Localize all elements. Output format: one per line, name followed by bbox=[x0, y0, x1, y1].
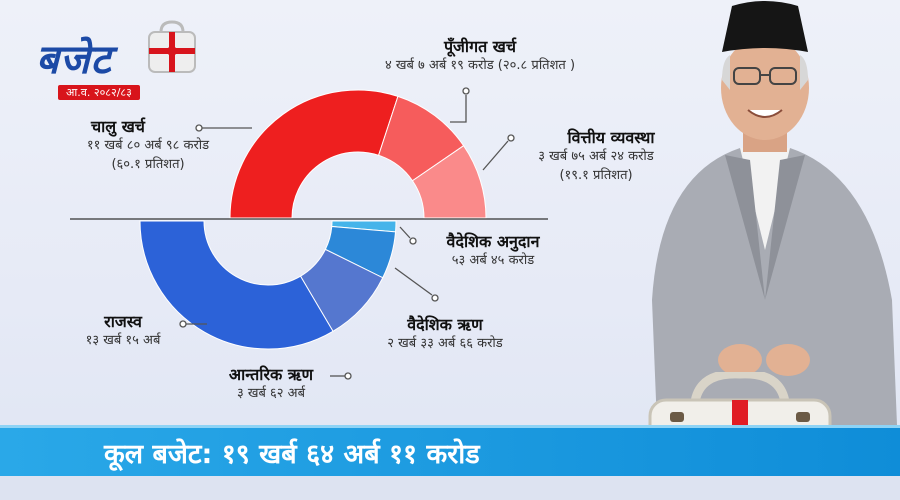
leader-dot-grant bbox=[409, 237, 417, 245]
leader-dot-financing bbox=[507, 134, 515, 142]
slice-revenue bbox=[139, 220, 334, 350]
slice-financing bbox=[411, 145, 487, 219]
label-current-expenditure: चालु खर्च ११ खर्ब ८० अर्ब ९८ करोड (६०.१ … bbox=[48, 117, 248, 174]
leader-line-financing bbox=[482, 140, 509, 171]
leader-dot-foreign-loan bbox=[431, 294, 439, 302]
logo-fiscal-year: आ.व. २०८२/८३ bbox=[58, 85, 140, 100]
label-internal-loan-title: आन्तरिक ऋण bbox=[228, 365, 314, 384]
label-current-percent: (६०.१ प्रतिशत) bbox=[111, 157, 185, 172]
label-current-title: चालु खर्च bbox=[91, 117, 145, 136]
slice-current-expenditure bbox=[229, 89, 399, 219]
footer-strip bbox=[0, 473, 900, 500]
budget-logo: बजेट आ.व. २०८२/८३ bbox=[36, 30, 140, 100]
leader-dot-internal-loan bbox=[344, 372, 352, 380]
leader-line-foreign-loan bbox=[394, 267, 433, 296]
leader-dot-current bbox=[195, 124, 203, 132]
label-financing: वित्तीय व्यवस्था ३ खर्ब ७५ अर्ब २४ करोड … bbox=[496, 128, 696, 185]
label-grant-value: ५३ अर्ब ४५ करोड bbox=[451, 253, 535, 268]
leader-dot-capital bbox=[462, 87, 470, 95]
label-revenue: राजस्व १३ खर्ब १५ अर्ब bbox=[58, 312, 188, 350]
leader-line-capital bbox=[450, 95, 467, 123]
label-foreign-loan-title: वैदेशिक ऋण bbox=[407, 315, 483, 334]
briefcase-logo-icon bbox=[148, 20, 196, 73]
label-financing-value: ३ खर्ब ७५ अर्ब २४ करोड bbox=[538, 149, 654, 164]
total-budget-text: कूल बजेट: १९ खर्ब ६४ अर्ब ११ करोड bbox=[104, 439, 480, 470]
label-financing-percent: (१९.१ प्रतिशत) bbox=[559, 168, 633, 183]
total-budget-banner: कूल बजेट: १९ खर्ब ६४ अर्ब ११ करोड bbox=[0, 425, 900, 476]
label-capital-title: पूँजीगत खर्च bbox=[443, 37, 517, 56]
label-internal-loan-value: ३ खर्ब ६२ अर्ब bbox=[236, 386, 306, 401]
label-revenue-title: राजस्व bbox=[104, 312, 142, 331]
label-internal-loan: आन्तरिक ऋण ३ खर्ब ६२ अर्ब bbox=[206, 365, 336, 403]
leader-line-grant bbox=[399, 226, 411, 239]
leader-dot-revenue bbox=[179, 320, 187, 328]
label-foreign-grant: वैदेशिक अनुदान ५३ अर्ब ४५ करोड bbox=[418, 232, 568, 270]
label-revenue-value: १३ खर्ब १५ अर्ब bbox=[85, 333, 161, 348]
label-grant-title: वैदेशिक अनुदान bbox=[446, 232, 540, 251]
logo-word: बजेट bbox=[36, 37, 112, 83]
label-foreign-loan: वैदेशिक ऋण २ खर्ब ३३ अर्ब ६६ करोड bbox=[380, 315, 510, 353]
label-current-value: ११ खर्ब ८० अर्ब ९८ करोड bbox=[86, 138, 210, 153]
label-financing-title: वित्तीय व्यवस्था bbox=[567, 128, 655, 147]
label-capital-value: ४ खर्ब ७ अर्ब १९ करोड (२०.८ प्रतिशत ) bbox=[384, 58, 576, 73]
label-foreign-loan-value: २ खर्ब ३३ अर्ब ६६ करोड bbox=[387, 336, 503, 351]
label-capital-expenditure: पूँजीगत खर्च ४ खर्ब ७ अर्ब १९ करोड (२०.८… bbox=[330, 37, 630, 75]
